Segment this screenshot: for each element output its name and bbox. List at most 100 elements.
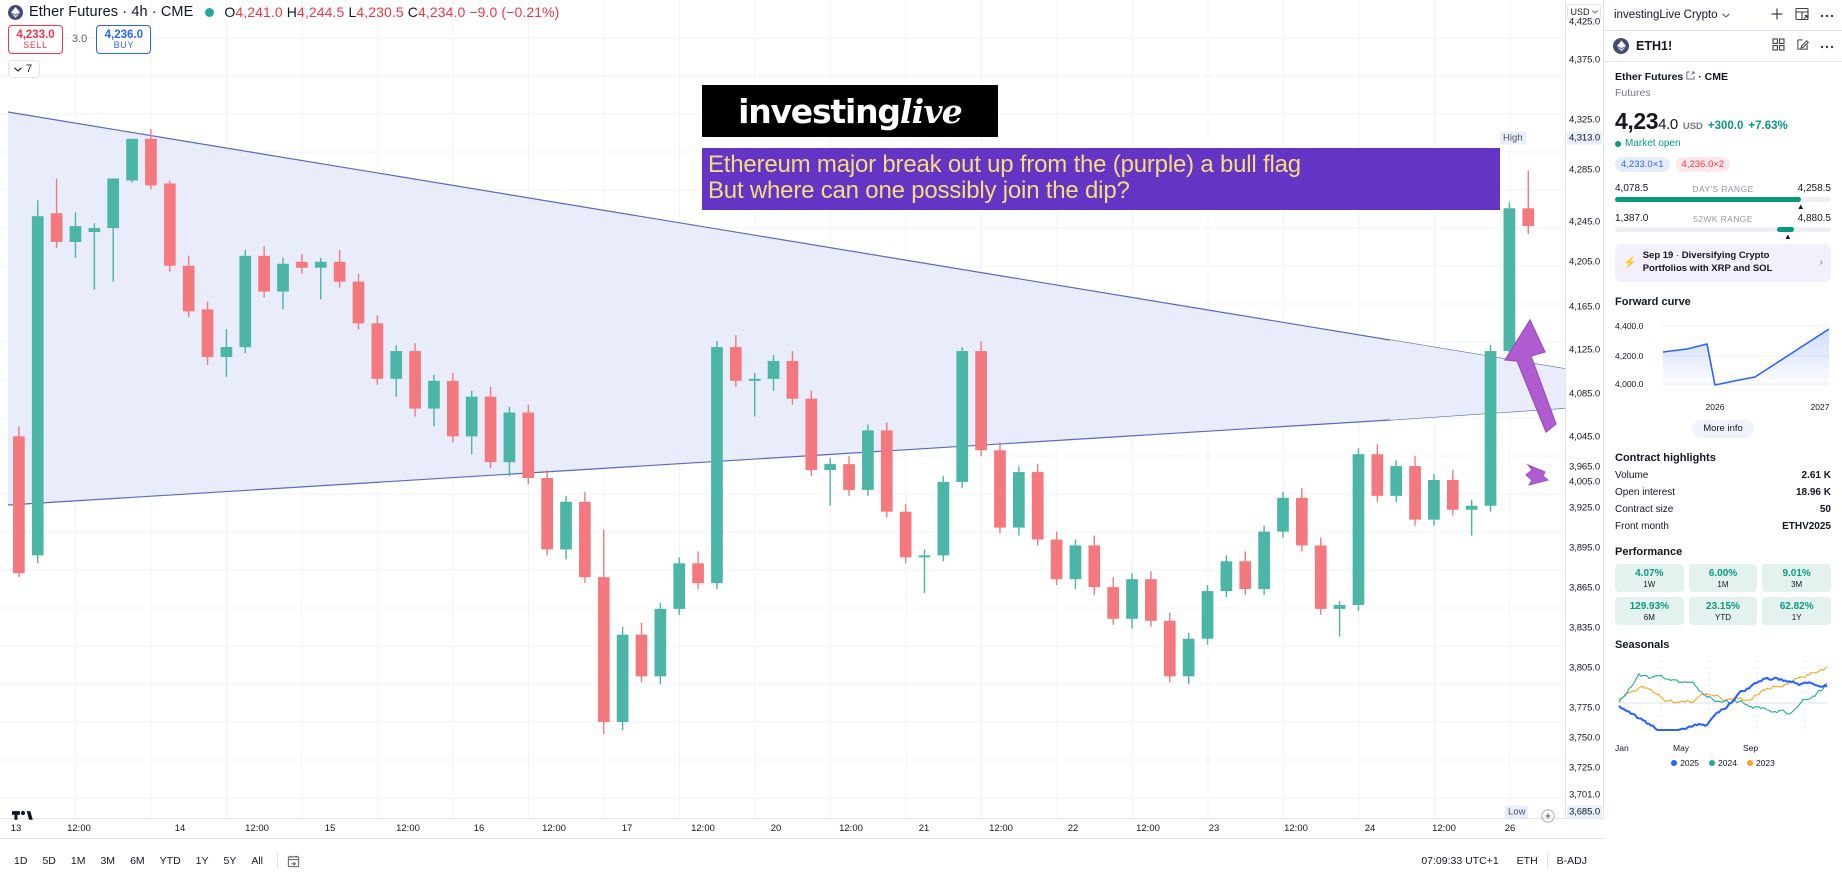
chevron-right-icon: › bbox=[1819, 257, 1823, 269]
candle bbox=[1182, 632, 1195, 685]
time-tick-20: 26 bbox=[1504, 823, 1516, 834]
legend-swatch bbox=[1709, 759, 1716, 766]
contract-row: Open interest 18.96 K bbox=[1615, 487, 1831, 498]
chevron-down-icon[interactable] bbox=[1721, 10, 1730, 20]
promo-banner[interactable]: ⚡ Sep 19 · Diversifying Crypto Portfolio… bbox=[1615, 244, 1831, 282]
external-link-icon[interactable] bbox=[1686, 71, 1695, 83]
collapse-indicators-button[interactable]: 7 bbox=[8, 60, 41, 78]
candle bbox=[1522, 170, 1535, 235]
sell-label: SELL bbox=[23, 40, 48, 51]
ethereum-icon bbox=[1613, 38, 1629, 54]
collapse-count: 7 bbox=[26, 63, 33, 75]
change-percent: +7.63% bbox=[1748, 120, 1788, 132]
chevron-down-icon bbox=[14, 66, 22, 72]
fwd-y-tick-2: 4,000.0 bbox=[1615, 378, 1644, 389]
candle bbox=[1088, 535, 1101, 596]
seasonals-legend-2023: 2023 bbox=[1746, 758, 1775, 768]
candle bbox=[560, 495, 572, 560]
seasonals-legend: 2025 2024 2023 bbox=[1615, 758, 1831, 768]
candle bbox=[1258, 525, 1270, 596]
range-button-5y[interactable]: 5Y bbox=[223, 855, 237, 867]
adjustment-display[interactable]: B-ADJ bbox=[1556, 855, 1587, 867]
currency-display[interactable]: ETH bbox=[1516, 855, 1538, 867]
range-button-5d[interactable]: 5D bbox=[42, 855, 56, 867]
candle bbox=[1296, 487, 1308, 552]
price-tick-18: 3,775.0 bbox=[1569, 702, 1600, 714]
candle bbox=[767, 355, 780, 391]
chart-plot-area[interactable] bbox=[0, 0, 1566, 838]
clock-display[interactable]: 07:09:33 UTC+1 bbox=[1421, 855, 1499, 867]
candle bbox=[163, 180, 176, 272]
time-scale[interactable]: 13 12:00 14 12:00 15 12:00 16 12:00 17 12:00 20 12:… bbox=[0, 818, 1604, 838]
currency-selector[interactable]: USD bbox=[1567, 4, 1601, 20]
candle bbox=[1277, 491, 1289, 538]
performance-title: Performance bbox=[1615, 545, 1683, 558]
watchlist-title[interactable]: investingLive Crypto bbox=[1614, 9, 1718, 21]
price-tick-3: 4,313.0 bbox=[1567, 131, 1602, 145]
legend-title-row[interactable]: Ether Futures · 4h · CME O4,241.0 H4,244… bbox=[8, 4, 559, 20]
time-tick-14: 22 bbox=[1067, 823, 1079, 834]
watchlist-header: investingLive Crypto bbox=[1604, 0, 1842, 31]
candle bbox=[107, 178, 120, 282]
price-tick-0: 4,425.0 bbox=[1569, 16, 1600, 28]
performance-label: 1W bbox=[1643, 579, 1656, 589]
candle bbox=[296, 253, 308, 274]
market-open-dot bbox=[1615, 140, 1621, 147]
calendar-arrow-icon[interactable] bbox=[286, 854, 301, 869]
performance-grid: 4.07% 1W 6.00% 1M 9.01% 3M 129.93% 6M 23.15% YTD 6… bbox=[1615, 563, 1831, 625]
plus-icon[interactable] bbox=[1770, 7, 1784, 24]
fwd-y-tick-0: 4,400.0 bbox=[1615, 320, 1644, 331]
price-tick-22: 3,685.0 bbox=[1567, 805, 1602, 819]
price-tick-19: 3,750.0 bbox=[1569, 732, 1600, 744]
range-button-3m[interactable]: 3M bbox=[100, 855, 116, 867]
legend-swatch bbox=[1671, 759, 1678, 766]
fwd-y-tick-1: 4,200.0 bbox=[1615, 350, 1644, 361]
seasonals-x-axis: Jan May Sep bbox=[1615, 743, 1831, 755]
week-range-bar: ▲ bbox=[1615, 227, 1831, 241]
range-button-1m[interactable]: 1M bbox=[70, 855, 86, 867]
candle bbox=[1409, 456, 1421, 526]
candle bbox=[182, 255, 195, 318]
range-button-ytd[interactable]: YTD bbox=[159, 855, 181, 867]
candle bbox=[880, 422, 893, 518]
candle bbox=[1352, 448, 1365, 611]
more-icon[interactable] bbox=[1820, 40, 1834, 52]
range-button-1d[interactable]: 1D bbox=[14, 855, 28, 867]
candle bbox=[258, 245, 270, 298]
layout-icon[interactable] bbox=[1795, 7, 1809, 24]
buy-button[interactable]: 4,236.0 BUY bbox=[96, 25, 152, 54]
sell-button[interactable]: 4,233.0 SELL bbox=[8, 25, 63, 54]
range-button-6m[interactable]: 6M bbox=[130, 855, 145, 867]
range-button-all[interactable]: All bbox=[251, 855, 264, 867]
legend-collapse-row: 7 bbox=[8, 59, 559, 78]
performance-cell-1y: 62.82% 1Y bbox=[1762, 596, 1831, 625]
candle bbox=[1446, 470, 1459, 516]
edit-icon[interactable] bbox=[1796, 38, 1809, 54]
time-tick-17: 12:00 bbox=[1284, 823, 1308, 834]
exchange-name[interactable]: Ether Futures bbox=[1615, 71, 1684, 83]
performance-label: 6M bbox=[1643, 612, 1655, 622]
candle bbox=[1012, 466, 1025, 536]
contract-key: Open interest bbox=[1615, 486, 1676, 498]
candle bbox=[654, 602, 667, 685]
annotation-line-1: Ethereum major break out up from the (pu… bbox=[708, 151, 1301, 178]
symbol-title[interactable]: Ether Futures · 4h · CME bbox=[29, 4, 194, 20]
candle bbox=[937, 476, 950, 562]
legend-swatch bbox=[1746, 759, 1753, 766]
candle bbox=[1201, 585, 1214, 645]
range-button-1y[interactable]: 1Y bbox=[195, 855, 209, 867]
reset-scale-button[interactable] bbox=[1539, 807, 1557, 825]
tradingview-logo[interactable] bbox=[12, 806, 34, 825]
toolbar-divider bbox=[277, 853, 279, 869]
right-sidebar: investingLive Crypto ETH1! E bbox=[1604, 0, 1842, 883]
performance-cell-1m: 6.00% 1M bbox=[1688, 563, 1758, 592]
price-tick-17: 3,805.0 bbox=[1569, 662, 1600, 674]
candle bbox=[428, 374, 440, 427]
contract-key: Front month bbox=[1615, 520, 1669, 532]
price-scale[interactable]: USD 4,425.0 4,375.0 4,325.0 4,313.0 4,285.0 4… bbox=[1565, 0, 1603, 876]
more-info-button[interactable]: More info bbox=[1692, 419, 1754, 438]
candle bbox=[862, 424, 874, 496]
grid-icon[interactable] bbox=[1772, 38, 1785, 54]
more-icon[interactable] bbox=[1820, 9, 1834, 21]
symbol-name[interactable]: ETH1! bbox=[1636, 39, 1673, 53]
